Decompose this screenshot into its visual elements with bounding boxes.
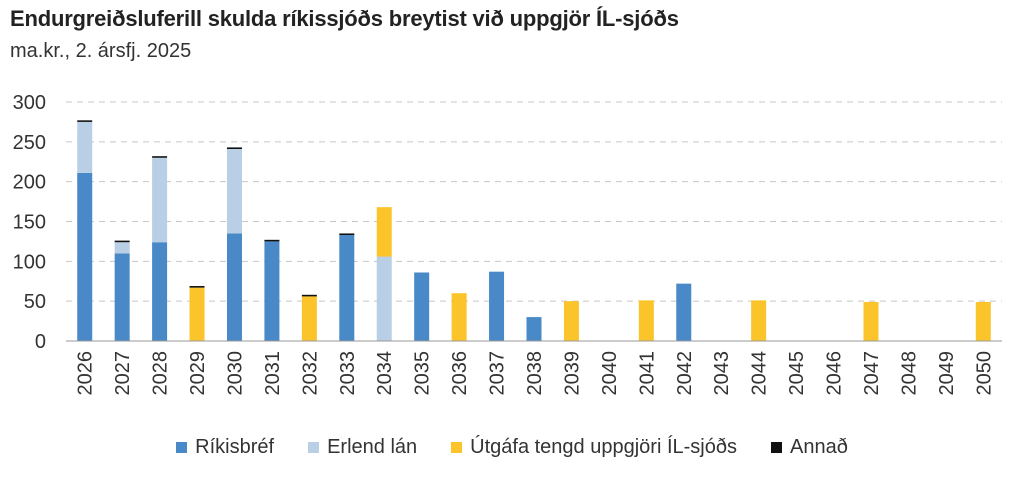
bar-segment bbox=[751, 300, 767, 341]
legend-swatch bbox=[176, 442, 188, 453]
x-tick-label: 2028 bbox=[150, 351, 172, 396]
bar-segment bbox=[152, 242, 168, 341]
bar-segment bbox=[339, 233, 355, 236]
bar-segment bbox=[77, 172, 93, 341]
bar-segment bbox=[152, 156, 168, 158]
bar-segment bbox=[301, 294, 317, 297]
y-tick-label: 200 bbox=[13, 172, 46, 194]
x-tick-label: 2044 bbox=[749, 351, 771, 396]
legend-item: Útgáfa tengd uppgjöri ÍL-sjóðs bbox=[451, 436, 737, 459]
legend-label: Ríkisbréf bbox=[195, 436, 275, 458]
y-tick-label: 100 bbox=[13, 251, 46, 273]
bar-segment bbox=[451, 293, 467, 341]
bar-segment bbox=[114, 242, 130, 254]
bar-segment bbox=[77, 121, 93, 173]
x-tick-label: 2034 bbox=[374, 351, 396, 396]
legend-swatch bbox=[770, 442, 782, 453]
x-tick-label: 2026 bbox=[75, 351, 97, 396]
x-tick-label: 2036 bbox=[449, 351, 471, 396]
x-tick-label: 2033 bbox=[337, 351, 359, 396]
legend: Ríkisbréf Erlend lán Útgáfa tengd uppgjöri… bbox=[0, 436, 1024, 459]
bar-segment bbox=[226, 147, 242, 150]
x-tick-label: 2038 bbox=[524, 351, 546, 396]
bar-segment bbox=[489, 271, 505, 341]
bar-segment bbox=[676, 283, 692, 341]
y-tick-label: 50 bbox=[24, 291, 46, 313]
legend-swatch bbox=[308, 442, 320, 453]
x-tick-label: 2029 bbox=[187, 351, 209, 396]
bar-segment bbox=[563, 301, 579, 341]
bar-segment bbox=[975, 301, 991, 341]
bar-segment bbox=[339, 235, 355, 341]
bar-segment bbox=[114, 253, 130, 341]
bar-segment bbox=[301, 296, 317, 341]
x-tick-label: 2041 bbox=[636, 351, 658, 396]
bar-segment bbox=[863, 301, 879, 341]
bar-segment bbox=[189, 286, 205, 288]
legend-item: Ríkisbréf bbox=[176, 436, 274, 459]
bar-segment bbox=[226, 233, 242, 341]
legend-swatch bbox=[451, 442, 463, 453]
x-tick-label: 2045 bbox=[786, 351, 808, 396]
x-tick-label: 2031 bbox=[262, 351, 284, 396]
y-tick-label: 300 bbox=[13, 92, 46, 114]
bar-segment bbox=[638, 300, 654, 341]
x-tick-label: 2032 bbox=[299, 351, 321, 396]
bar-segment bbox=[526, 317, 542, 341]
bar-segment bbox=[152, 157, 168, 243]
bar-segment bbox=[114, 240, 130, 243]
bar-segment bbox=[264, 241, 280, 341]
bar-segment bbox=[189, 287, 205, 341]
x-tick-label: 2042 bbox=[674, 351, 696, 396]
x-tick-label: 2043 bbox=[711, 351, 733, 396]
x-tick-label: 2039 bbox=[561, 351, 583, 396]
bar-segment bbox=[414, 272, 430, 341]
x-tick-label: 2037 bbox=[487, 351, 509, 396]
x-tick-label: 2030 bbox=[224, 351, 246, 396]
x-tick-label: 2049 bbox=[936, 351, 958, 396]
x-tick-label: 2027 bbox=[112, 351, 134, 396]
chart-subtitle: ma.kr., 2. ársfj. 2025 bbox=[10, 40, 192, 62]
x-tick-label: 2040 bbox=[599, 351, 621, 396]
x-tick-label: 2050 bbox=[973, 351, 995, 396]
chart-title: Endurgreiðsluferill skulda ríkissjóðs br… bbox=[10, 6, 679, 31]
bar-segment bbox=[77, 120, 93, 122]
x-tick-label: 2047 bbox=[861, 351, 883, 396]
y-tick-label: 250 bbox=[13, 132, 46, 154]
x-tick-label: 2048 bbox=[898, 351, 920, 396]
bar-segment bbox=[376, 207, 392, 257]
y-tick-label: 150 bbox=[13, 212, 46, 234]
bar-segment bbox=[376, 256, 392, 341]
legend-label: Annað bbox=[789, 436, 848, 458]
legend-item: Annað bbox=[770, 436, 848, 459]
legend-label: Útgáfa tengd uppgjöri ÍL-sjóðs bbox=[470, 436, 737, 458]
bar-segment bbox=[226, 149, 242, 234]
bar-segment bbox=[264, 239, 280, 242]
x-tick-label: 2035 bbox=[412, 351, 434, 396]
y-tick-label: 0 bbox=[35, 331, 46, 353]
x-tick-label: 2046 bbox=[824, 351, 846, 396]
legend-label: Erlend lán bbox=[327, 436, 418, 458]
legend-item: Erlend lán bbox=[308, 436, 417, 459]
